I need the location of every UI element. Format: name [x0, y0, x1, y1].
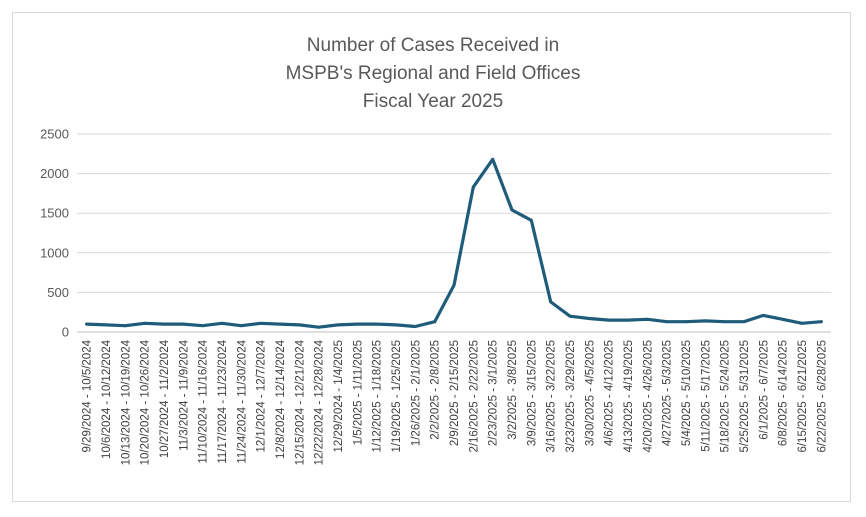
- x-tick-label: 6/22/2025 - 6/28/2025: [816, 340, 828, 453]
- data-point: [607, 318, 611, 322]
- x-tick-label: 12/8/2024 - 12/14/2024: [275, 339, 287, 459]
- x-tick-label: 3/9/2025 - 3/15/2025: [526, 340, 538, 446]
- x-tick-label: 11/17/2024 - 11/23/2024: [217, 339, 229, 463]
- x-tick-label: 4/27/2025 - 5/3/2025: [662, 340, 674, 446]
- data-point: [104, 323, 108, 327]
- x-tick-label: 2/9/2025 - 2/15/2025: [449, 340, 461, 446]
- x-tick-label: 10/13/2024 - 10/19/2024: [120, 339, 132, 465]
- line-chart: Number of Cases Received in MSPB's Regio…: [40, 35, 831, 465]
- data-point: [819, 320, 823, 324]
- data-point: [684, 320, 688, 324]
- chart-title-line-1: Number of Cases Received in: [307, 35, 559, 56]
- x-tick-label: 10/20/2024 - 10/26/2024: [140, 339, 152, 465]
- y-tick-label: 2000: [40, 166, 69, 181]
- chart-title: Number of Cases Received in MSPB's Regio…: [286, 35, 581, 112]
- data-point: [394, 323, 398, 327]
- x-axis: 9/29/2024 - 10/5/2024 10/6/2024 - 10/12/2…: [82, 339, 829, 465]
- data-point: [355, 322, 359, 326]
- data-point: [761, 313, 765, 317]
- y-tick-label: 1500: [40, 206, 69, 221]
- data-point: [201, 324, 205, 328]
- x-tick-label: 11/24/2024 - 11/30/2024: [236, 339, 248, 463]
- data-point: [703, 319, 707, 323]
- data-point: [549, 300, 553, 304]
- x-tick-label: 4/13/2025 - 4/19/2025: [623, 340, 635, 453]
- x-tick-label: 12/1/2024 - 12/7/2024: [256, 339, 268, 452]
- x-tick-label: 6/1/2025 - 6/7/2025: [758, 340, 770, 440]
- data-point: [336, 323, 340, 327]
- x-tick-label: 4/6/2025 - 4/12/2025: [604, 340, 616, 446]
- data-point: [297, 323, 301, 327]
- y-tick-label: 2500: [40, 127, 69, 142]
- x-tick-label: 1/26/2025 - 2/1/2025: [410, 340, 422, 446]
- data-point: [433, 320, 437, 324]
- x-tick-label: 6/8/2025 - 6/14/2025: [778, 340, 790, 446]
- y-tick-label: 0: [62, 325, 69, 340]
- data-point: [665, 320, 669, 324]
- x-tick-label: 12/29/2024 - 1/4/2025: [333, 340, 345, 453]
- data-point: [587, 317, 591, 320]
- data-point: [413, 325, 417, 328]
- data-point: [375, 322, 379, 326]
- data-point: [510, 208, 514, 212]
- gridlines: [77, 133, 831, 333]
- chart-frame: Number of Cases Received in MSPB's Regio…: [12, 12, 851, 502]
- x-tick-label: 2/16/2025 - 2/22/2025: [468, 340, 480, 453]
- chart-title-line-2: MSPB's Regional and Field Offices: [286, 63, 581, 84]
- x-tick-label: 3/16/2025 - 3/22/2025: [546, 340, 558, 453]
- x-tick-label: 5/25/2025 - 5/31/2025: [739, 340, 751, 453]
- x-tick-label: 1/5/2025 - 1/11/2025: [352, 340, 364, 445]
- data-point: [568, 314, 572, 318]
- data-point: [742, 320, 746, 324]
- data-point: [645, 317, 649, 321]
- x-tick-label: 1/19/2025 - 1/25/2025: [391, 340, 403, 453]
- data-point: [143, 321, 147, 325]
- y-axis: 0 500 1000 1500 2000 2500: [40, 127, 69, 340]
- data-point: [317, 325, 321, 329]
- x-tick-label: 1/12/2025 - 1/18/2025: [372, 340, 384, 453]
- data-point: [181, 322, 185, 326]
- x-tick-label: 11/3/2024 - 11/9/2024: [178, 339, 190, 450]
- x-tick-label: 10/6/2024 - 10/12/2024: [101, 339, 113, 459]
- x-tick-label: 5/11/2025 - 5/17/2025: [700, 340, 712, 452]
- data-point: [452, 283, 456, 287]
- x-tick-label: 12/15/2024 - 12/21/2024: [294, 339, 306, 465]
- data-point: [529, 218, 533, 222]
- data-point: [162, 322, 166, 326]
- data-point: [259, 321, 263, 325]
- x-tick-label: 5/4/2025 - 5/10/2025: [681, 340, 693, 446]
- x-tick-label: 5/18/2025 - 5/24/2025: [720, 340, 732, 453]
- data-point: [491, 157, 495, 161]
- data-point: [626, 318, 630, 322]
- x-tick-label: 2/23/2025 - 3/1/2025: [488, 340, 500, 446]
- x-tick-label: 4/20/2025 - 4/26/2025: [642, 340, 654, 453]
- data-point: [220, 321, 224, 325]
- data-point: [239, 324, 243, 328]
- x-tick-label: 3/2/2025 - 3/8/2025: [507, 340, 519, 440]
- x-tick-label: 10/27/2024 - 11/2/2024: [159, 339, 171, 458]
- y-tick-label: 500: [47, 285, 69, 300]
- chart-title-line-3: Fiscal Year 2025: [363, 91, 504, 112]
- x-tick-label: 9/29/2024 - 10/5/2024: [82, 339, 94, 452]
- data-point: [85, 322, 89, 326]
- data-point: [123, 324, 127, 328]
- x-tick-label: 3/23/2025 - 3/29/2025: [565, 340, 577, 453]
- series-layer: [85, 157, 823, 329]
- x-tick-label: 6/15/2025 - 6/21/2025: [797, 340, 809, 453]
- x-tick-label: 3/30/2025 - 4/5/2025: [584, 340, 596, 446]
- data-point: [781, 317, 785, 321]
- x-tick-label: 11/10/2024 - 11/16/2024: [198, 339, 210, 463]
- series-line-cases-received: [85, 157, 823, 329]
- y-tick-label: 1000: [40, 245, 69, 260]
- data-point: [278, 322, 282, 326]
- x-tick-label: 12/22/2024 - 12/28/2024: [314, 339, 326, 465]
- data-point: [800, 321, 804, 325]
- data-point: [723, 320, 727, 324]
- x-tick-label: 2/2/2025 - 2/8/2025: [430, 340, 442, 440]
- data-point: [471, 185, 475, 189]
